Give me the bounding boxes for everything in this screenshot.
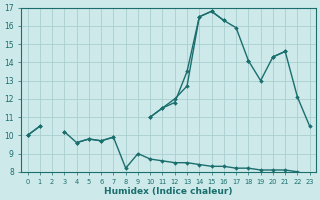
X-axis label: Humidex (Indice chaleur): Humidex (Indice chaleur) [104,187,233,196]
